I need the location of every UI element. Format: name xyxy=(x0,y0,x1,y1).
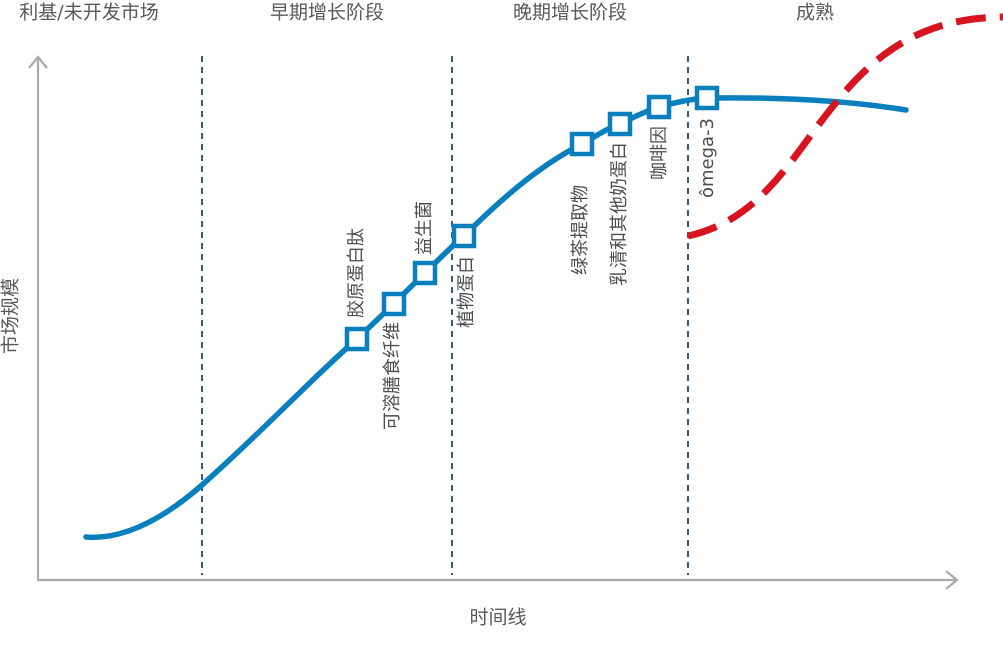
y-axis-arrow-icon xyxy=(28,55,48,69)
marker-collagen xyxy=(344,326,370,352)
marker-label-collagen: 胶原蛋白肽 xyxy=(346,228,367,318)
disruption-curve xyxy=(687,13,1003,240)
marker-label-probiotics: 益生菌 xyxy=(414,201,435,255)
marker-probiotics xyxy=(412,260,438,286)
marker-whey xyxy=(607,111,633,137)
growth-curve xyxy=(83,95,909,541)
stage-label-early-growth: 早期增长阶段 xyxy=(270,2,384,24)
marker-label-whey: 乳清和其他奶蛋白 xyxy=(609,142,630,286)
marker-label-omega3: ômega-3 xyxy=(697,118,718,198)
x-axis-label: 时间线 xyxy=(469,607,526,629)
marker-label-soluble-fiber: 可溶膳食纤维 xyxy=(382,322,403,430)
marker-label-plant-protein: 植物蛋白 xyxy=(456,256,477,328)
marker-omega3 xyxy=(694,85,720,111)
stage-label-late-growth: 晚期增长阶段 xyxy=(513,2,627,24)
x-axis-arrow-icon xyxy=(945,570,959,590)
y-axis-label: 市场规模 xyxy=(0,278,22,354)
y-axis xyxy=(28,55,48,580)
marker-green-tea xyxy=(569,131,595,157)
marker-caffeine xyxy=(646,94,672,120)
marker-label-green-tea: 绿茶提取物 xyxy=(570,185,591,275)
marker-label-caffeine: 咖啡因 xyxy=(649,126,670,180)
stage-label-niche: 利基/未开发市场 xyxy=(19,2,158,24)
stage-label-mature: 成熟 xyxy=(796,2,834,24)
x-axis xyxy=(37,570,959,590)
marker-plant-protein xyxy=(451,223,477,249)
marker-soluble-fiber xyxy=(381,291,407,317)
